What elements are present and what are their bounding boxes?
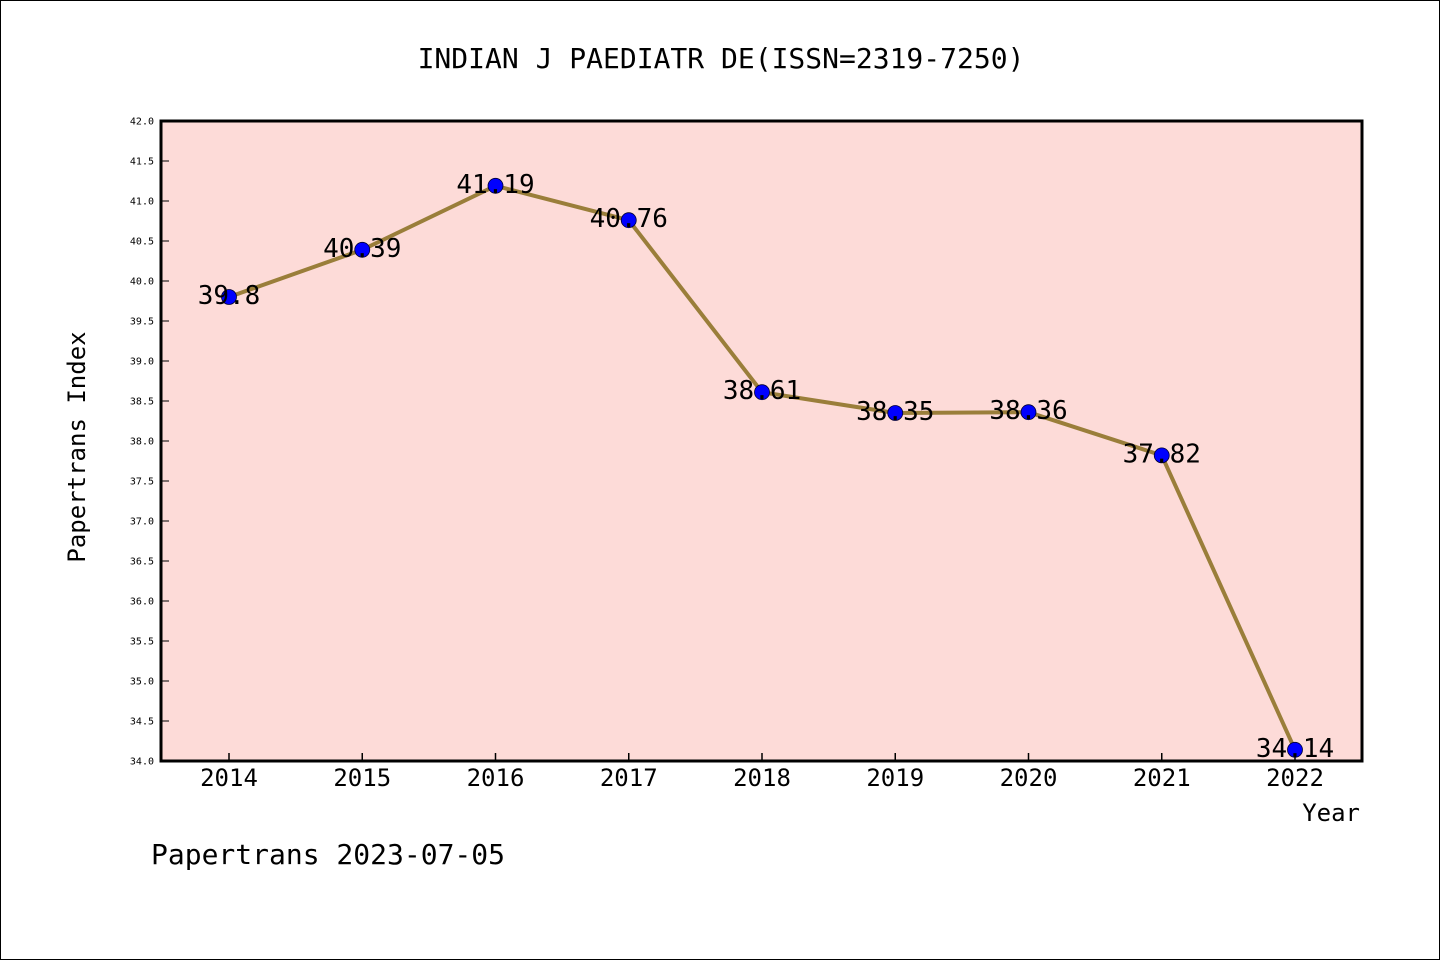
x-tick-label: 2016 (467, 764, 525, 792)
y-tick-label: 34.0 (130, 757, 154, 768)
data-label: 40.39 (323, 234, 401, 264)
y-tick-label: 35.5 (130, 637, 154, 648)
y-tick-label: 35.0 (130, 677, 154, 688)
data-point (887, 405, 904, 421)
x-tick-label: 2021 (1133, 764, 1191, 792)
x-axis-label: Year (1302, 799, 1360, 827)
y-tick-label: 37.5 (130, 477, 154, 488)
data-labels-group: 39.8 40.39 41.19 40.76 38.61 38.35 38.36 37.82 3… (198, 170, 1334, 764)
y-tick-label: 40.0 (130, 277, 154, 288)
data-point (1287, 741, 1303, 758)
data-label: 38.36 (989, 396, 1067, 426)
y-tick-label: 38.0 (130, 437, 154, 448)
x-tick-label: 2014 (200, 764, 258, 792)
x-tick-label: 2019 (866, 764, 924, 792)
plot-area (161, 121, 1362, 761)
data-label: 41.19 (456, 170, 534, 200)
y-tick-label: 41.0 (130, 197, 154, 208)
data-point (754, 384, 770, 401)
data-label: 37.82 (1123, 439, 1201, 469)
x-tick-label: 2022 (1266, 764, 1324, 792)
data-label: 34.14 (1256, 734, 1334, 764)
y-tick-label: 39.0 (130, 357, 154, 368)
chart-title: INDIAN J PAEDIATR DE(ISSN=2319-7250) (418, 42, 1025, 75)
x-axis: 2014 2015 2016 2017 2018 2019 2020 2021 2022 (200, 753, 1324, 792)
plot-border (159, 119, 1364, 763)
y-tick-label: 41.5 (130, 157, 154, 168)
x-tick-label: 2017 (600, 764, 658, 792)
x-tick-label: 2020 (1000, 764, 1058, 792)
y-tick-label: 37.0 (130, 517, 154, 528)
y-axis-label: Papertrans Index (63, 331, 91, 562)
data-point (354, 241, 371, 258)
y-tick-label: 40.5 (130, 237, 154, 248)
y-tick-label: 38.5 (130, 397, 154, 408)
markers-group (221, 177, 1303, 758)
x-tick-label: 2015 (333, 764, 391, 792)
data-point (487, 177, 504, 194)
y-tick-label: 42.0 (130, 117, 154, 128)
y-tick-label: 36.5 (130, 557, 154, 568)
data-label: 38.61 (723, 376, 801, 406)
data-label: 39.8 (198, 281, 261, 311)
y-tick-label: 39.5 (130, 317, 154, 328)
y-tick-label: 36.0 (130, 597, 154, 608)
data-label: 40.76 (590, 204, 668, 234)
x-tick-label: 2018 (733, 764, 791, 792)
data-point (1153, 447, 1170, 464)
data-point (620, 212, 637, 229)
y-tick-label: 34.5 (130, 717, 154, 728)
data-label: 38.35 (856, 397, 934, 427)
data-point (221, 289, 237, 305)
data-point (1020, 404, 1037, 421)
footer-text: Papertrans 2023-07-05 (151, 838, 505, 871)
